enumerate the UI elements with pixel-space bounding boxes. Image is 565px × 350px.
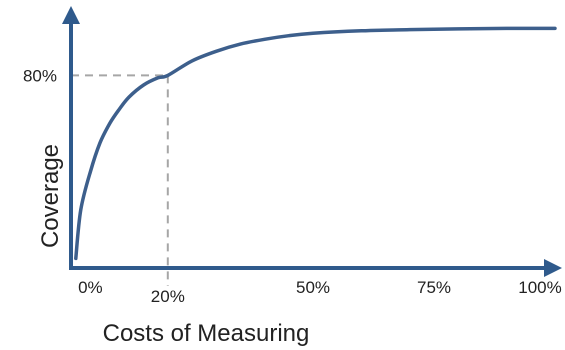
series-line-0 [74, 26, 557, 261]
x-tick-label: 0% [78, 278, 103, 297]
y-tick-label: 80% [23, 66, 57, 85]
curve-layer [74, 26, 557, 261]
x-axis-title: Costs of Measuring [103, 320, 310, 347]
reference-lines [71, 74, 169, 286]
x-tick-label: 20% [151, 287, 185, 306]
x-tick-label: 50% [296, 278, 330, 297]
y-axis-arrow [62, 6, 80, 24]
tick-labels: 0% 20% 50% 75% 100% 80% [23, 66, 562, 306]
x-tick-label: 100% [518, 278, 561, 297]
y-axis-title: Coverage [37, 144, 64, 248]
x-axis-arrow [544, 259, 562, 277]
x-tick-label: 75% [417, 278, 451, 297]
axes [62, 6, 562, 277]
